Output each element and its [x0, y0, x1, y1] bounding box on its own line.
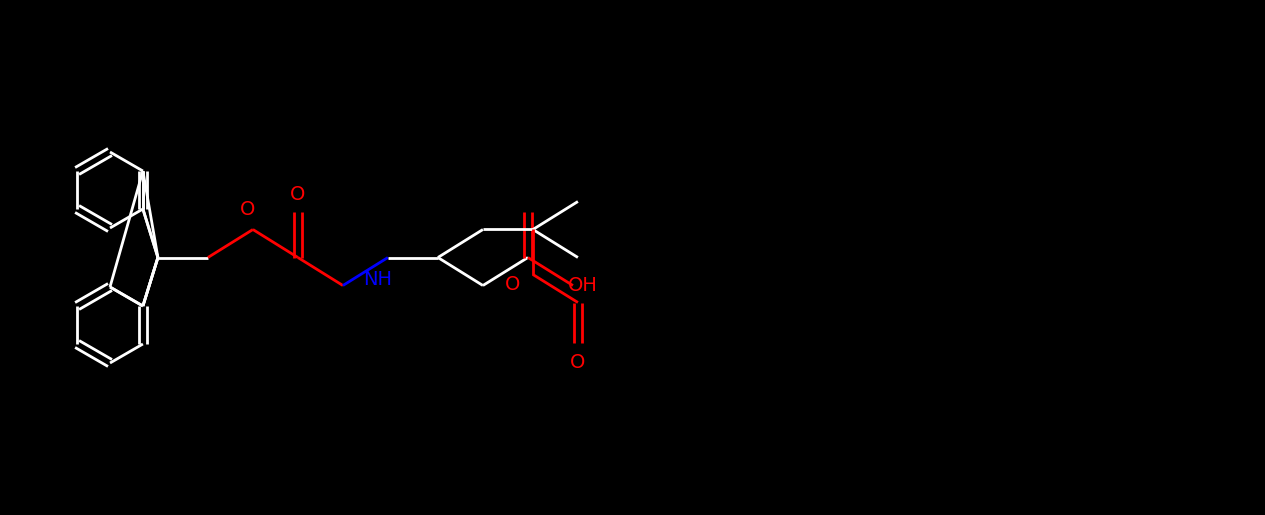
- Text: O: O: [505, 275, 521, 294]
- Text: O: O: [240, 200, 256, 219]
- Text: O: O: [571, 353, 586, 372]
- Text: OH: OH: [568, 276, 598, 295]
- Text: NH: NH: [363, 270, 392, 289]
- Text: O: O: [290, 185, 306, 204]
